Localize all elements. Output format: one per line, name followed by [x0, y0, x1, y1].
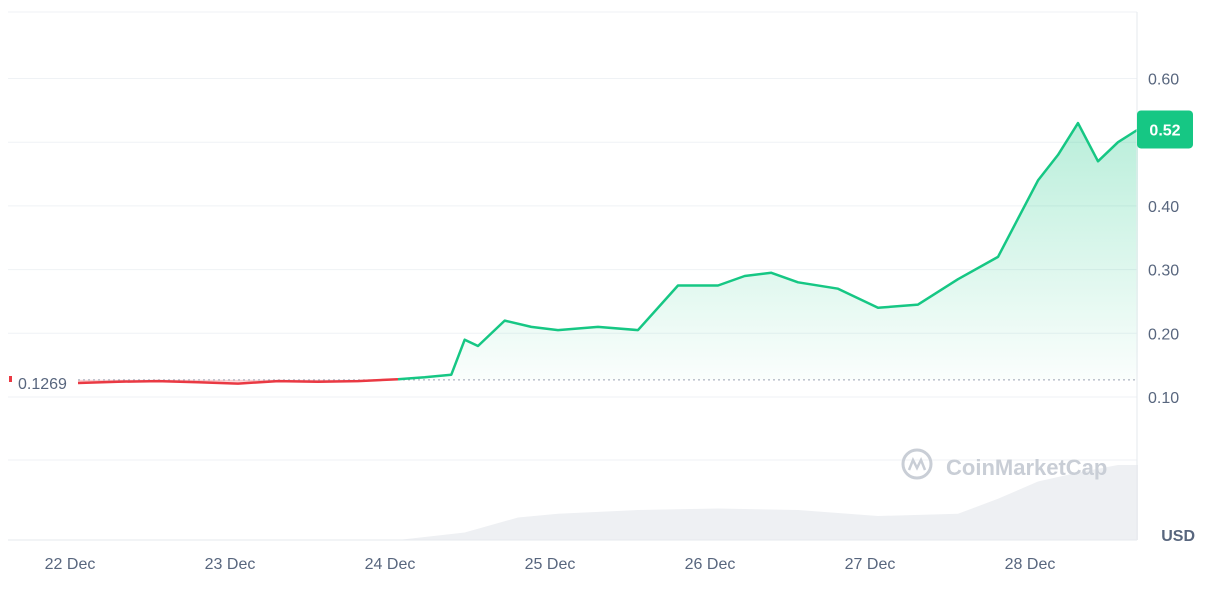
y-tick-label: 0.20	[1148, 326, 1179, 343]
x-tick-label: 25 Dec	[525, 556, 576, 573]
x-tick-label: 26 Dec	[685, 556, 736, 573]
currency-label: USD	[1161, 528, 1195, 545]
current-price-label: 0.52	[1149, 122, 1180, 139]
x-tick-label: 22 Dec	[45, 556, 96, 573]
reference-price-label: 0.1269	[18, 376, 67, 393]
y-tick-label: 0.40	[1148, 199, 1179, 216]
reference-marker	[9, 376, 12, 382]
price-line-up	[397, 121, 1139, 381]
x-tick-label: 28 Dec	[1005, 556, 1056, 573]
price-area-fill	[78, 123, 1138, 384]
coinmarketcap-watermark: CoinMarketCap	[946, 455, 1107, 480]
x-tick-label: 27 Dec	[845, 556, 896, 573]
y-tick-label: 0.30	[1148, 263, 1179, 280]
current-price-badge: 0.52	[1137, 110, 1193, 149]
price-line	[77, 121, 1139, 385]
y-tick-label: 0.60	[1148, 72, 1179, 89]
volume-shape	[78, 465, 1138, 540]
y-tick-label: 0.10	[1148, 390, 1179, 407]
x-axis: 22 Dec 23 Dec 24 Dec 25 Dec 26 Dec 27 Dec 28 D…	[45, 556, 1056, 573]
coinmarketcap-logo-icon	[901, 448, 933, 480]
x-tick-label: 23 Dec	[205, 556, 256, 573]
x-tick-label: 24 Dec	[365, 556, 416, 573]
y-axis: 0.10 0.20 0.30 0.40 0.60	[1148, 72, 1179, 408]
grid-lines	[8, 11, 1137, 461]
volume-area	[78, 465, 1138, 540]
above-reference-fill	[398, 123, 1138, 380]
price-line-down	[77, 377, 399, 385]
